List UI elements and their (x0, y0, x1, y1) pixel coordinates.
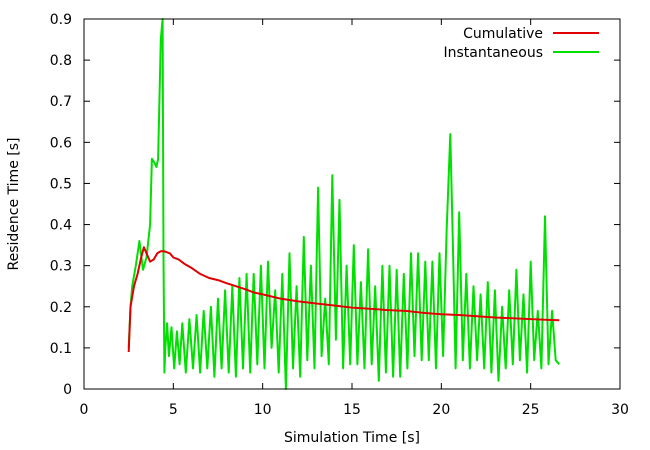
y-axis-title: Residence Time [s] (6, 138, 22, 271)
x-tick-label: 5 (169, 402, 178, 418)
legend-label: Instantaneous (443, 45, 543, 61)
legend-label: Cumulative (463, 26, 543, 42)
y-tick-label: 0.6 (50, 135, 72, 151)
series-line-cumulative (127, 246, 560, 353)
y-tick-label: 0.9 (50, 12, 72, 28)
x-tick-label: 15 (343, 402, 361, 418)
x-tick-label: 25 (522, 402, 540, 418)
y-tick-label: 0.8 (50, 53, 72, 69)
y-tick-label: 0.2 (50, 300, 72, 316)
x-tick-label: 20 (432, 402, 450, 418)
x-axis-title: Simulation Time [s] (284, 430, 420, 446)
x-tick-label: 10 (254, 402, 272, 418)
x-tick-label: 0 (80, 402, 89, 418)
y-tick-label: 0.4 (50, 218, 72, 234)
y-tick-label: 0 (63, 382, 72, 398)
axis-ticks: 0 5 10 15 20 25 30 0 0.1 0.2 0.3 0.4 0.5 0.6 0.7 0.8 0.9 (50, 12, 629, 418)
y-tick-label: 0.3 (50, 259, 72, 275)
y-tick-label: 0.5 (50, 176, 72, 192)
y-tick-label: 0.7 (50, 94, 72, 110)
legend: Cumulative Instantaneous (443, 26, 599, 61)
plot-frame (83, 18, 621, 390)
series-line-instantaneous (127, 18, 561, 390)
x-tick-label: 30 (611, 402, 629, 418)
y-tick-label: 0.1 (50, 341, 72, 357)
series-layer (127, 18, 561, 390)
